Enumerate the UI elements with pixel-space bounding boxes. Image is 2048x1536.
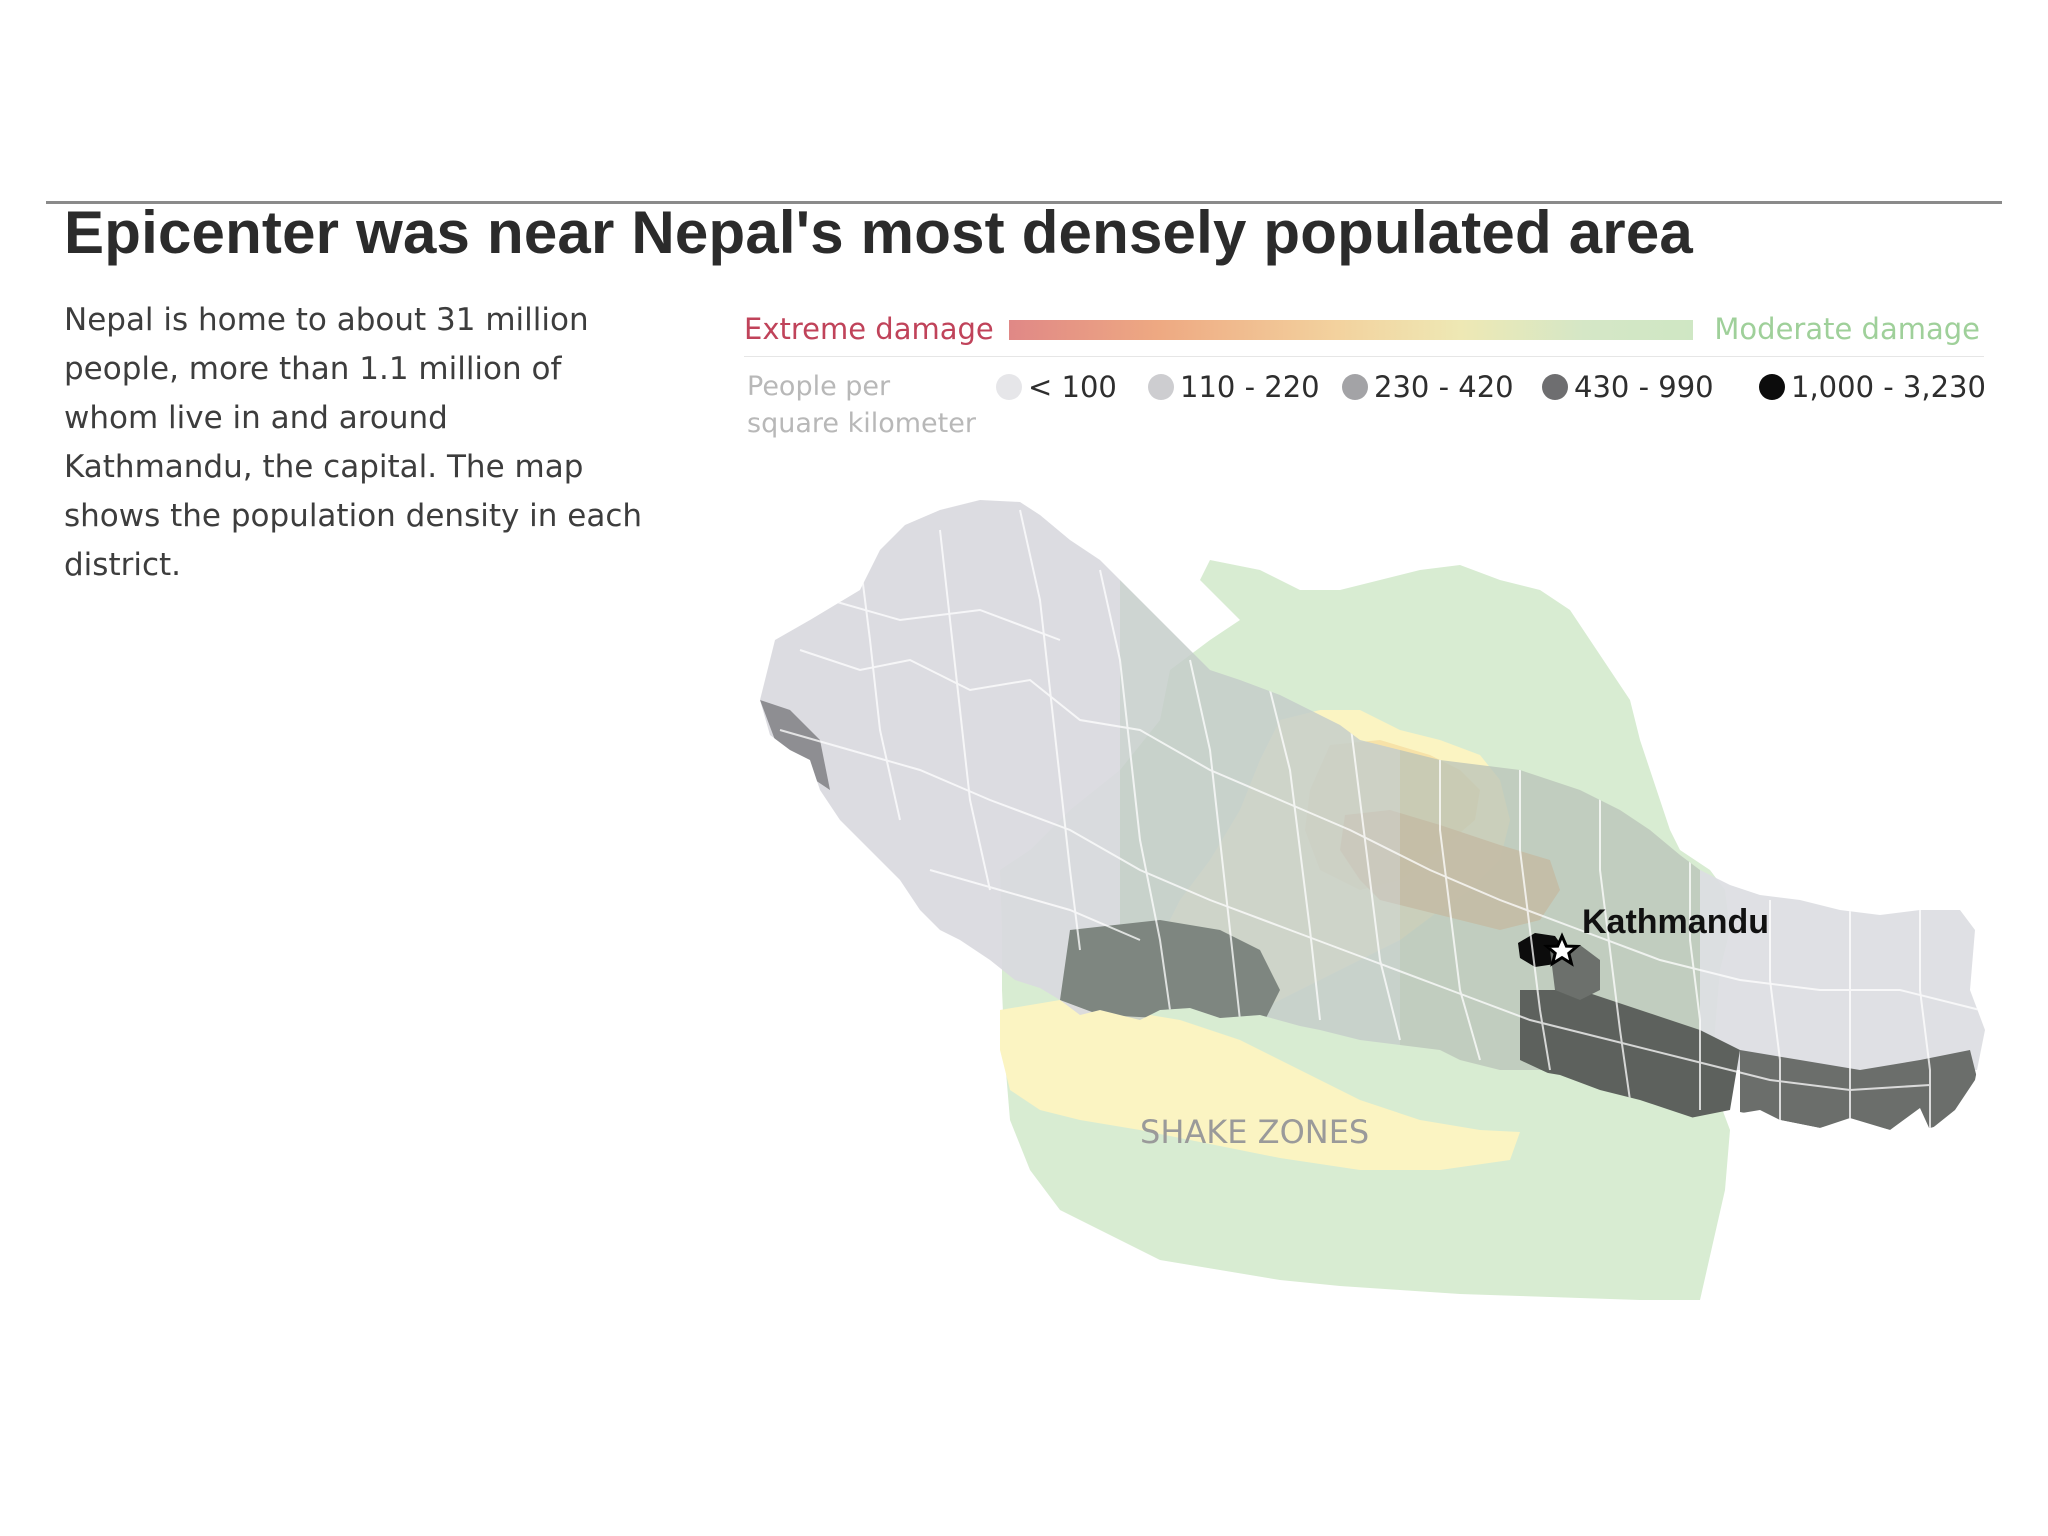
header-rule	[46, 201, 2002, 204]
far-west-lowland-district	[760, 700, 830, 790]
terai-districts-central	[1520, 990, 1740, 1118]
moderate-damage-label: Moderate damage	[1714, 312, 1980, 346]
density-bin-label: 430 - 990	[1574, 370, 1714, 404]
density-swatch	[996, 374, 1022, 400]
density-swatch	[1342, 374, 1368, 400]
shake-zones-label: SHAKE ZONES	[1140, 1113, 1369, 1151]
density-bin-label: 230 - 420	[1374, 370, 1514, 404]
district-boundaries	[779, 509, 1981, 1130]
density-bin-lt-100: < 100	[996, 370, 1117, 404]
density-bin-1000-3230: 1,000 - 3,230	[1759, 370, 1986, 404]
nepal-districts	[760, 500, 1985, 1130]
density-swatch	[1759, 374, 1785, 400]
damage-gradient-bar	[1009, 320, 1693, 340]
kathmandu-label: Kathmandu	[1582, 903, 1769, 941]
legend-divider	[744, 356, 1984, 357]
density-bin-label: 110 - 220	[1180, 370, 1320, 404]
south-shake-zone	[1000, 1000, 1520, 1170]
density-legend-label: People per square kilometer	[747, 371, 976, 439]
density-bin-label: < 100	[1028, 370, 1117, 404]
density-bin-110-220: 110 - 220	[1148, 370, 1320, 404]
density-bin-label: 1,000 - 3,230	[1791, 370, 1986, 404]
density-bin-430-990: 430 - 990	[1542, 370, 1714, 404]
page-title: Epicenter was near Nepal's most densely …	[64, 199, 1693, 266]
density-swatch	[1148, 374, 1174, 400]
nepal-density-map: SHAKE ZONES Kathmandu	[760, 500, 1985, 1300]
star-icon	[1543, 932, 1581, 967]
density-swatch	[1542, 374, 1568, 400]
intro-text: Nepal is home to about 31 million people…	[64, 302, 643, 583]
legend: Extreme damage Moderate damage People pe…	[744, 300, 1986, 450]
extreme-damage-label: Extreme damage	[744, 312, 994, 346]
terai-districts-west	[1060, 920, 1280, 1030]
density-bin-230-420: 230 - 420	[1342, 370, 1514, 404]
